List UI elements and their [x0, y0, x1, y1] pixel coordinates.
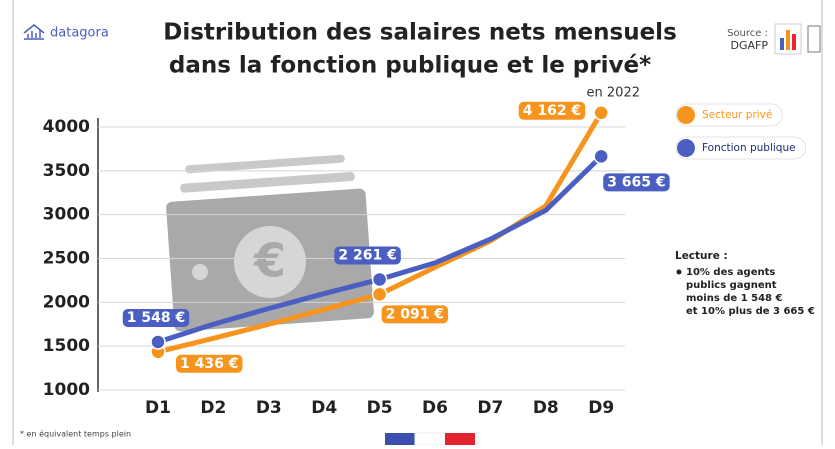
x-tick-label: D7 [477, 398, 503, 418]
data-point [371, 286, 388, 303]
legend-box [675, 103, 783, 127]
data-label-bg [122, 308, 190, 327]
legend-box [675, 136, 807, 160]
flag [385, 432, 475, 446]
x-tick-label: D6 [422, 398, 448, 418]
data-label-bg [518, 101, 586, 120]
y-tick-label: 2500 [43, 249, 90, 269]
data-label-bg [381, 305, 449, 324]
x-tick-label: D4 [311, 398, 337, 418]
y-tick-label: 1500 [43, 336, 90, 356]
title-line: dans la fonction publique et le privé* [169, 53, 651, 79]
data-label: 4 162 € [523, 103, 581, 119]
logo-text: datagora [50, 26, 109, 41]
source-label: Source : [727, 28, 768, 39]
legend-label: Secteur privé [702, 109, 772, 121]
source-name: DGAFP [731, 39, 769, 52]
y-tick-label: 1000 [43, 380, 90, 400]
x-tick-label: D9 [588, 398, 614, 418]
y-tick-label: 2000 [43, 292, 90, 312]
plot-area: 1000 1500 2000 2500 3000 3500 4000 D1 D2 D3 D4 D5 D6… [43, 101, 807, 418]
data-label-bg [176, 354, 243, 373]
data-label-bg [603, 173, 670, 192]
reading-line: moins de 1 548 € [686, 293, 782, 304]
data-label-bg [334, 246, 401, 265]
subtitle: en 2022 [587, 86, 640, 101]
reading-title: Lecture : [675, 250, 728, 262]
data-label: 2 261 € [338, 247, 396, 263]
y-tick-label: 3500 [43, 161, 90, 181]
footnote: * en équivalent temps plein [20, 429, 131, 439]
title-line: Distribution des salaires nets mensuels [163, 20, 677, 46]
bullet [676, 269, 682, 275]
x-tick-label: D2 [200, 398, 226, 418]
reading-line: 10% des agents [686, 267, 775, 278]
x-tick-label: D5 [367, 398, 393, 418]
y-tick-label: 4000 [43, 117, 90, 137]
data-point [593, 148, 609, 165]
data-point [150, 334, 166, 350]
svg-text:€: € [253, 234, 286, 288]
data-point [371, 271, 388, 288]
reading-line: et 10% plus de 3 665 € [686, 306, 815, 317]
x-tick-label: D8 [533, 398, 559, 418]
data-label: 1 548 € [127, 310, 185, 326]
data-label: 1 436 € [180, 356, 238, 372]
x-tick-label: D1 [145, 398, 171, 418]
legend-marker [677, 106, 695, 124]
logo-icon [23, 24, 45, 40]
data-label: 2 091 € [386, 306, 444, 322]
reading-line: publics gagnent [686, 280, 777, 291]
legend-label: Fonction publique [702, 142, 796, 154]
data-point [593, 105, 609, 121]
source-logo [774, 23, 821, 55]
legend-marker [677, 139, 695, 157]
data-label: 3 665 € [607, 174, 665, 190]
x-tick-label: D3 [256, 398, 282, 418]
y-tick-label: 3000 [43, 205, 90, 225]
